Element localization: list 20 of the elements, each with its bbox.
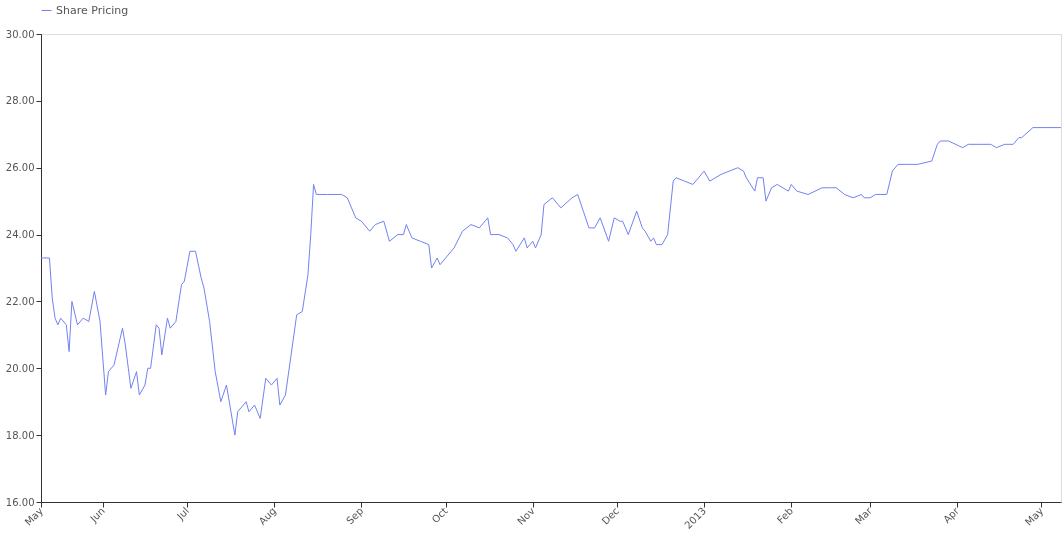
- y-tick-label: 18.00: [5, 429, 35, 441]
- x-tick-label: Apr: [941, 504, 962, 526]
- x-tick-label: Nov: [515, 505, 537, 527]
- y-tick-label: 28.00: [5, 95, 35, 107]
- y-tick-label: 16.00: [5, 496, 35, 508]
- x-tick-label: Aug: [256, 505, 279, 527]
- x-tick-label: Feb: [774, 505, 796, 526]
- x-tick-label: Oct: [429, 505, 450, 526]
- line-series: [40, 127, 1062, 436]
- x-tick-label: Mar: [852, 504, 875, 527]
- legend-label: Share Pricing: [56, 3, 129, 17]
- x-tick-label: Dec: [599, 505, 622, 527]
- x-tick-label: Jul: [174, 505, 192, 523]
- y-tick-label: 24.00: [5, 229, 35, 241]
- y-tick-label: 30.00: [5, 28, 35, 40]
- x-tick-label: Sep: [344, 505, 366, 527]
- x-tick-label: Jun: [87, 505, 107, 525]
- y-tick-label: 20.00: [5, 362, 35, 374]
- y-tick-label: 22.00: [5, 295, 35, 307]
- y-tick-label: 26.00: [5, 162, 35, 174]
